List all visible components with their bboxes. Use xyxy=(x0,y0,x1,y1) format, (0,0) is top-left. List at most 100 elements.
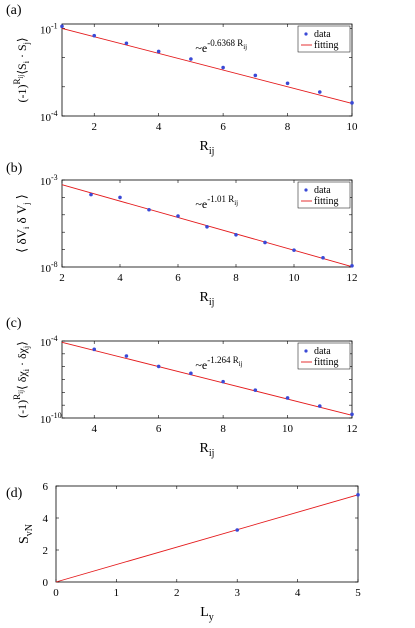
data-point xyxy=(253,388,258,392)
panel-label: (d) xyxy=(6,486,23,501)
x-axis-label: Rij xyxy=(200,139,215,157)
legend-data-label: data xyxy=(314,346,331,357)
data-point xyxy=(321,255,325,260)
data-point xyxy=(156,49,161,54)
data-point xyxy=(292,248,296,252)
x-tick-label: 12 xyxy=(347,272,358,284)
fit-line xyxy=(61,27,353,104)
data-point xyxy=(221,379,225,384)
data-point xyxy=(147,207,151,212)
panel-label: (b) xyxy=(6,161,23,176)
data-point xyxy=(124,41,129,46)
x-tick-label: 10 xyxy=(282,423,294,435)
legend-data-marker xyxy=(304,188,308,192)
data-point xyxy=(234,233,238,237)
y-axis-label: ⟨ δVi δ Vj ⟩ xyxy=(14,194,31,253)
data-point xyxy=(189,57,193,61)
y-axis-label: SvN xyxy=(17,524,35,544)
panel-d: (d) 0 1 2 3 4 5 0 2 4 6 Ly SvN xyxy=(6,481,361,623)
legend-box xyxy=(297,181,351,209)
data-point xyxy=(350,101,354,105)
data-point xyxy=(205,225,209,229)
x-tick-label: 0 xyxy=(53,587,59,599)
y-tick-label: 10-8 xyxy=(40,260,58,275)
data-point xyxy=(60,24,64,29)
x-tick-label: 6 xyxy=(175,272,181,284)
y-tick-label: 2 xyxy=(43,545,49,557)
data-point xyxy=(189,371,193,376)
legend-data-label: data xyxy=(314,185,331,196)
y-tick-label: 6 xyxy=(43,481,49,493)
x-tick-label: 4 xyxy=(117,272,123,284)
data-point xyxy=(156,364,161,369)
fit-equation: ~e-1.264 Rij xyxy=(195,355,242,372)
x-tick-label: 3 xyxy=(234,587,240,599)
y-tick-label: 10-10 xyxy=(40,411,62,426)
x-axis-label: Rij xyxy=(200,441,215,459)
y-axis-label: (-1)Rij⟨Si · Sj⟩ xyxy=(12,37,31,102)
legend-fit-label: fitting xyxy=(314,40,338,51)
x-axis-label: Ly xyxy=(200,605,214,623)
x-tick-label: 2 xyxy=(91,121,97,133)
y-axis-label: (-1)Rij⟨ δχi · δχj⟩ xyxy=(12,341,31,418)
y-tick-label: 10-4 xyxy=(40,334,58,349)
x-tick-label: 12 xyxy=(347,423,358,435)
y-tick-label: 10-1 xyxy=(40,21,58,36)
data-point xyxy=(285,396,290,400)
legend-fit-label: fitting xyxy=(314,196,338,207)
data-point xyxy=(317,90,322,94)
data-point xyxy=(263,240,267,245)
y-tick-label: 10-3 xyxy=(40,173,58,188)
legend-data-marker xyxy=(304,32,308,36)
data-point xyxy=(124,354,129,358)
data-point xyxy=(176,214,180,218)
fit-equation: ~e-1.01 Rij xyxy=(195,194,238,211)
plot-frame xyxy=(61,179,353,268)
data-point xyxy=(350,412,354,417)
y-tick-label: 0 xyxy=(43,577,49,589)
x-tick-label: 8 xyxy=(285,121,291,133)
data-point xyxy=(92,347,97,352)
y-tick-label: 4 xyxy=(43,513,49,525)
data-point xyxy=(221,65,225,70)
panel-label: (a) xyxy=(6,3,22,18)
legend-fit-label: fitting xyxy=(314,357,338,368)
fit-line xyxy=(61,341,353,416)
x-tick-label: 4 xyxy=(91,423,97,435)
data-point xyxy=(356,493,360,497)
panel-label: (c) xyxy=(6,316,22,331)
legend-data-label: data xyxy=(314,29,331,40)
legend-box xyxy=(297,342,351,370)
x-tick-label: 10 xyxy=(347,121,359,133)
data-point xyxy=(92,33,97,38)
x-tick-label: 5 xyxy=(355,587,361,599)
plot-frame xyxy=(55,485,359,583)
x-tick-label: 2 xyxy=(59,272,65,284)
data-point xyxy=(118,195,122,200)
data-point xyxy=(89,192,93,197)
x-tick-label: 8 xyxy=(220,423,226,435)
x-axis-label: Rij xyxy=(200,290,215,308)
plot-frame xyxy=(61,23,353,117)
data-point xyxy=(253,73,258,78)
legend-data-marker xyxy=(304,349,308,353)
fit-line xyxy=(55,494,359,583)
x-tick-label: 2 xyxy=(174,587,180,599)
legend-box xyxy=(297,25,351,53)
data-point xyxy=(285,81,290,86)
x-tick-label: 4 xyxy=(156,121,162,133)
x-tick-label: 1 xyxy=(114,587,120,599)
x-tick-label: 10 xyxy=(289,272,301,284)
fit-equation: ~e-0.6368 Rij xyxy=(195,38,247,55)
data-point xyxy=(235,528,239,532)
x-tick-label: 6 xyxy=(156,423,162,435)
data-point xyxy=(317,404,322,408)
data-point xyxy=(350,263,354,268)
y-tick-label: 10-4 xyxy=(40,109,58,124)
x-tick-label: 8 xyxy=(233,272,239,284)
x-tick-label: 4 xyxy=(295,587,301,599)
